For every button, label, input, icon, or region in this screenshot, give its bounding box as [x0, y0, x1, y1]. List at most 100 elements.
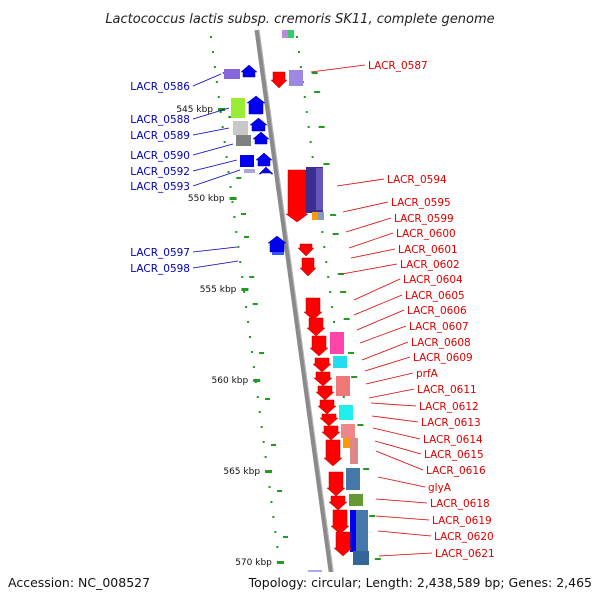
ruler-tick: [323, 163, 330, 165]
protein-block: [224, 69, 240, 79]
scale-tick: [253, 379, 261, 382]
leader-line: [350, 248, 396, 259]
forward-gene-arrow: [297, 243, 315, 257]
ruler-tick: [374, 558, 381, 560]
guide-dot: [333, 321, 336, 323]
guide-dot: [296, 36, 298, 38]
guide-dot: [325, 261, 328, 263]
leader-line: [336, 178, 385, 187]
gene-label-left: LACR_0586: [130, 81, 190, 93]
leader-line: [353, 278, 401, 301]
gene-label-right: LACR_0599: [394, 213, 454, 225]
left-leader-lines: [192, 73, 285, 581]
ruler-tick: [369, 515, 376, 517]
scale-label: 570 kbp: [235, 558, 272, 568]
gene-label-right: prfA: [416, 368, 439, 380]
ruler-tick: [348, 352, 355, 354]
ruler-dot: [213, 66, 216, 68]
gene-label-right: LACR_0618: [430, 498, 490, 510]
guide-dot: [321, 231, 324, 233]
scale-label: 560 kbp: [212, 376, 249, 386]
gene-label-right: LACR_0608: [411, 337, 471, 349]
ruler-dot: [256, 396, 259, 398]
leader-line: [377, 530, 432, 537]
left-gene-labels: LACR_0586 LACR_0588 LACR_0589 LACR_0590 LACR…: [130, 81, 228, 587]
ruler-tick: [241, 213, 247, 215]
forward-gene-arrow: [319, 413, 339, 427]
ruler-tick: [318, 126, 325, 128]
scale-label: 555 kbp: [200, 285, 237, 295]
genome-backbone: [254, 29, 338, 600]
gene-label-right: LACR_0614: [423, 434, 483, 446]
forward-gene-arrow: [323, 439, 343, 467]
ruler-dot: [237, 246, 240, 248]
scale-tick: [218, 108, 225, 111]
forward-gene-arrow: [333, 531, 353, 557]
ruler-tick: [283, 536, 288, 538]
ruler-tick: [363, 468, 370, 470]
ruler-tick: [337, 273, 344, 275]
ruler-tick: [332, 233, 339, 235]
reverse-gene-arrow: [246, 95, 266, 115]
forward-gene-arrow: [270, 71, 288, 89]
ruler-dot: [268, 486, 271, 488]
leader-line: [365, 372, 414, 385]
ruler-dot: [239, 261, 242, 263]
ruler-dot: [221, 126, 224, 128]
leader-line: [371, 415, 419, 423]
protein-block: [312, 212, 318, 220]
gene-label-right: LACR_0612: [419, 401, 479, 413]
ruler-dot: [211, 51, 214, 53]
leader-line: [341, 263, 398, 275]
ruler-tick: [265, 398, 271, 400]
gene-label-right: LACR_0613: [421, 417, 481, 429]
ruler-dot: [247, 321, 250, 323]
reverse-gene-arrow: [255, 152, 273, 167]
ruler-dot: [260, 426, 263, 428]
leader-line: [353, 294, 403, 316]
guide-dot: [331, 306, 334, 308]
forward-gene-arrow: [326, 471, 346, 497]
protein-block: [244, 169, 255, 173]
ruler-dot: [231, 201, 234, 203]
gene-label-right: LACR_0621: [435, 548, 495, 560]
protein-block: [339, 405, 353, 420]
leader-line: [375, 498, 428, 504]
gene-label-right: LACR_0601: [398, 244, 458, 256]
ruler-dot: [241, 276, 244, 278]
protein-block: [343, 438, 351, 448]
ruler-tick: [314, 91, 321, 93]
gene-label-right: LACR_0607: [409, 321, 469, 333]
leader-line: [348, 232, 394, 249]
protein-block: [341, 424, 355, 438]
map-title: Lactococcus lactis subsp. cremoris SK11,…: [105, 12, 494, 27]
leader-line: [192, 107, 230, 120]
feature-track: [224, 30, 369, 600]
leader-line: [342, 201, 389, 213]
ruler-dot: [270, 501, 273, 503]
scale-tick: [265, 470, 273, 473]
accession-text: Accession: NC_008527: [8, 575, 150, 590]
guide-dot: [309, 141, 312, 143]
ruler-dot: [215, 81, 218, 83]
forward-gene-arrow: [315, 385, 335, 401]
reverse-gene-arrow: [258, 166, 274, 175]
forward-gene-arrow: [321, 425, 341, 441]
leader-line: [356, 309, 405, 331]
gene-label-right: glyA: [428, 482, 452, 494]
ruler-tick: [244, 236, 249, 238]
leader-line: [192, 73, 222, 87]
ruler-dot: [243, 291, 246, 293]
gene-label-right: LACR_0619: [432, 515, 492, 527]
ruler-dot: [217, 96, 220, 98]
ruler-dot: [262, 441, 265, 443]
protein-block: [333, 356, 347, 368]
ruler-dot: [210, 36, 212, 38]
forward-gene-arrow: [328, 495, 348, 511]
reverse-gene-arrow: [240, 64, 258, 78]
gene-label-right: LACR_0609: [413, 352, 473, 364]
protein-block: [231, 98, 245, 118]
guide-dot: [307, 126, 310, 128]
scale-tick: [241, 288, 249, 291]
scale-tick: [276, 561, 284, 564]
